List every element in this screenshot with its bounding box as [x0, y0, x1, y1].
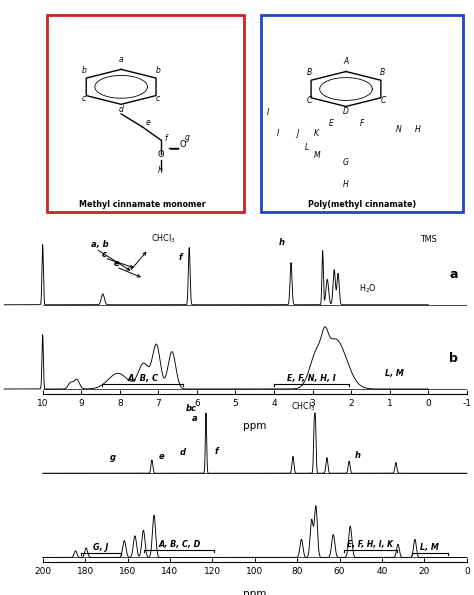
- Text: e: e: [146, 118, 150, 127]
- Text: d: d: [180, 448, 186, 457]
- Text: O: O: [157, 149, 164, 158]
- Text: a: a: [119, 55, 123, 64]
- Text: c: c: [102, 250, 107, 259]
- Text: a: a: [449, 268, 457, 281]
- Text: h: h: [355, 450, 361, 459]
- Text: E, F, H, I, K: E, F, H, I, K: [347, 540, 393, 549]
- Text: Poly(methyl cinnamate): Poly(methyl cinnamate): [308, 200, 416, 209]
- Text: Methyl cinnamate monomer: Methyl cinnamate monomer: [79, 200, 206, 209]
- Text: e: e: [159, 452, 164, 461]
- Text: L: L: [304, 143, 309, 152]
- Text: G, J: G, J: [93, 543, 109, 552]
- Text: B: B: [380, 68, 385, 77]
- Text: A, B, C: A, B, C: [128, 374, 158, 383]
- Text: C: C: [306, 96, 312, 105]
- Text: f: f: [215, 447, 219, 456]
- X-axis label: ppm: ppm: [243, 589, 266, 595]
- Text: L, M: L, M: [420, 543, 439, 552]
- Bar: [47, 15, 244, 212]
- Text: c: c: [156, 94, 160, 103]
- Text: E: E: [328, 119, 334, 128]
- Text: N: N: [396, 126, 402, 134]
- Text: TMS: TMS: [420, 235, 437, 244]
- Text: bc: bc: [186, 403, 197, 413]
- Text: g: g: [184, 133, 189, 142]
- Text: h: h: [279, 238, 285, 247]
- Text: f: f: [178, 253, 182, 262]
- Text: B: B: [307, 68, 312, 77]
- Text: c: c: [82, 94, 86, 103]
- Text: g: g: [109, 453, 116, 462]
- X-axis label: ppm: ppm: [243, 421, 266, 431]
- Text: D: D: [343, 107, 349, 116]
- Text: b: b: [82, 66, 87, 75]
- Text: J: J: [296, 129, 298, 137]
- Text: H: H: [415, 126, 421, 134]
- Text: O: O: [179, 140, 186, 149]
- Text: F: F: [359, 119, 364, 128]
- Text: CHCl$_3$: CHCl$_3$: [291, 400, 316, 413]
- Text: I: I: [277, 129, 279, 137]
- Bar: [261, 15, 463, 212]
- Text: H$_2$O: H$_2$O: [359, 283, 377, 295]
- Text: K: K: [314, 129, 319, 137]
- Text: CHCl$_3$: CHCl$_3$: [151, 233, 176, 245]
- Text: a: a: [192, 415, 198, 424]
- Text: A, B, C, D: A, B, C, D: [158, 540, 201, 549]
- Text: M: M: [314, 151, 321, 160]
- Text: b: b: [155, 66, 161, 75]
- Text: A: A: [343, 57, 348, 66]
- Text: d: d: [118, 105, 124, 114]
- Text: f: f: [164, 134, 167, 143]
- Text: b: b: [449, 352, 458, 365]
- Text: C: C: [380, 96, 385, 105]
- Text: h: h: [158, 167, 163, 176]
- Text: H: H: [343, 180, 349, 189]
- Text: I: I: [266, 108, 269, 117]
- Text: a, b: a, b: [91, 240, 109, 249]
- Text: L, M: L, M: [385, 369, 404, 378]
- Text: e: e: [114, 259, 119, 268]
- Text: G: G: [343, 158, 349, 167]
- Text: E, F, N, H, I: E, F, N, H, I: [287, 374, 336, 383]
